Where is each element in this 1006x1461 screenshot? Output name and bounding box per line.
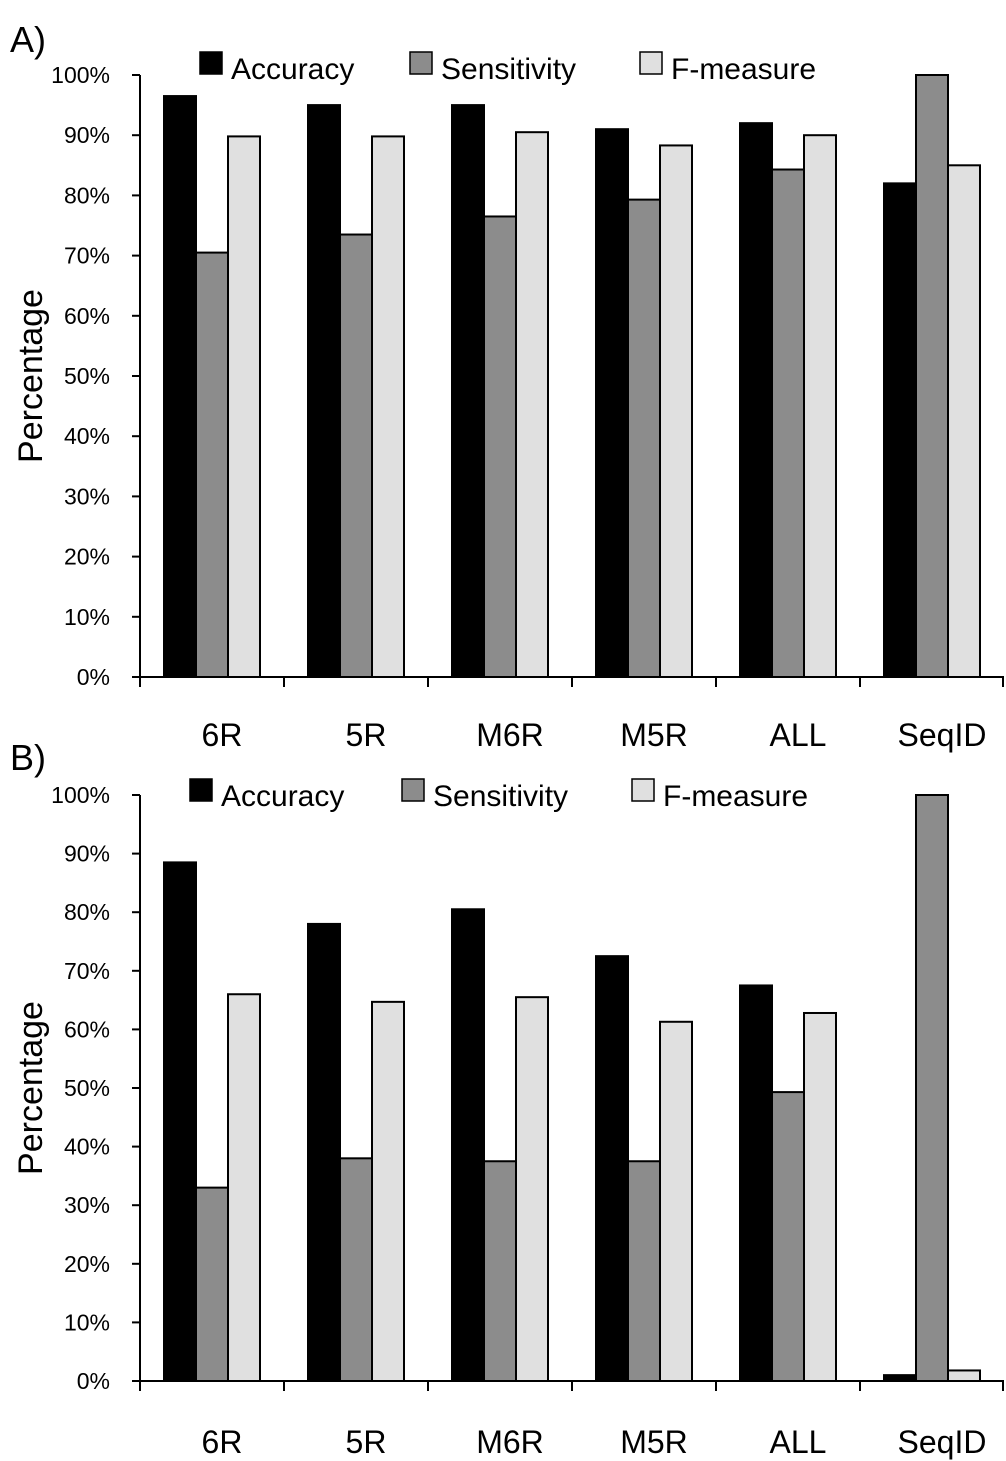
- legend-label: F-measure: [663, 780, 808, 813]
- legend-swatch: [409, 51, 433, 75]
- y-tick-label: 50%: [64, 1075, 110, 1101]
- bar-f-measure-5r: [371, 1000, 405, 1382]
- panel-label: A): [10, 19, 46, 60]
- bar-sensitivity-6r: [195, 1186, 229, 1382]
- bar-accuracy-6r: [163, 861, 197, 1382]
- bar-f-measure-5r: [371, 135, 405, 679]
- x-category-label: M6R: [476, 1424, 544, 1460]
- bar-sensitivity-5r: [339, 233, 373, 678]
- bar-accuracy-seqid: [883, 182, 917, 679]
- x-category-label: M6R: [476, 717, 544, 753]
- bar-accuracy-5r: [307, 104, 341, 679]
- y-tick-label: 60%: [64, 1016, 110, 1042]
- y-tick-label: 70%: [64, 958, 110, 984]
- y-tick-label: 20%: [64, 1251, 110, 1277]
- bar-sensitivity-6r: [195, 251, 229, 678]
- bar-sensitivity-m5r: [627, 198, 661, 678]
- bar-sensitivity-m6r: [483, 215, 517, 678]
- x-category-label: ALL: [770, 1424, 827, 1460]
- legend-label: Accuracy: [231, 53, 354, 86]
- y-tick-label: 0%: [77, 1368, 110, 1394]
- y-tick-label: 100%: [51, 62, 110, 88]
- legend-swatch: [199, 51, 223, 75]
- bar-f-measure-seqid: [947, 1369, 981, 1383]
- y-tick-label: 10%: [64, 1309, 110, 1335]
- legend-label: Sensitivity: [433, 780, 568, 813]
- x-category-label: SeqID: [898, 1424, 987, 1460]
- bar-accuracy-m6r: [451, 104, 485, 679]
- legend-swatch: [189, 778, 213, 802]
- y-tick-label: 50%: [64, 363, 110, 389]
- y-axis-title: Percentage: [12, 1001, 50, 1175]
- y-tick-label: 30%: [64, 483, 110, 509]
- y-tick-label: 40%: [64, 423, 110, 449]
- bar-f-measure-m6r: [515, 131, 549, 678]
- bar-f-measure-m5r: [659, 1020, 693, 1382]
- panel-b: B) Percentage 0% 10% 20% 30% 40% 50% 60% 70% 80% 90…: [10, 737, 1004, 1460]
- x-category-label: ALL: [770, 717, 827, 753]
- y-tick-label: 70%: [64, 243, 110, 269]
- legend-label: F-measure: [671, 53, 816, 86]
- y-tick-label: 90%: [64, 122, 110, 148]
- y-tick-label: 100%: [51, 782, 110, 808]
- bar-sensitivity-seqid: [915, 794, 949, 1382]
- bar-f-measure-m6r: [515, 996, 549, 1382]
- legend-swatch: [639, 51, 663, 75]
- x-category-label: M5R: [620, 717, 688, 753]
- bar-f-measure-seqid: [947, 164, 981, 679]
- bar-f-measure-all: [803, 134, 837, 678]
- x-category-label: 5R: [346, 717, 387, 753]
- y-tick-label: 60%: [64, 303, 110, 329]
- y-tick-label: 80%: [64, 899, 110, 925]
- y-tick-label: 90%: [64, 841, 110, 867]
- y-tick-label: 10%: [64, 604, 110, 630]
- legend-swatch: [631, 778, 655, 802]
- bar-accuracy-m6r: [451, 908, 485, 1383]
- y-tick-label: 20%: [64, 544, 110, 570]
- legend-label: Sensitivity: [441, 53, 576, 86]
- bar-sensitivity-m5r: [627, 1160, 661, 1382]
- bar-sensitivity-m6r: [483, 1160, 517, 1382]
- legend-label: Accuracy: [221, 780, 344, 813]
- bar-accuracy-all: [739, 122, 773, 679]
- y-tick-label: 30%: [64, 1192, 110, 1218]
- x-category-label: 5R: [346, 1424, 387, 1460]
- bar-sensitivity-seqid: [915, 74, 949, 678]
- y-tick-label: 80%: [64, 182, 110, 208]
- x-category-label: 6R: [202, 1424, 243, 1460]
- bar-sensitivity-all: [771, 1091, 805, 1383]
- y-tick-label: 0%: [77, 664, 110, 690]
- bar-f-measure-6r: [227, 993, 261, 1382]
- legend-swatch: [401, 778, 425, 802]
- x-category-label: SeqID: [898, 717, 987, 753]
- bar-accuracy-5r: [307, 922, 341, 1382]
- panel-label: B): [10, 737, 46, 778]
- bar-accuracy-6r: [163, 95, 197, 678]
- bar-accuracy-m5r: [595, 128, 629, 678]
- y-tick-label: 40%: [64, 1134, 110, 1160]
- bar-f-measure-6r: [227, 135, 261, 679]
- bar-f-measure-m5r: [659, 144, 693, 678]
- bar-f-measure-all: [803, 1011, 837, 1382]
- x-category-label: 6R: [202, 717, 243, 753]
- bar-accuracy-all: [739, 984, 773, 1382]
- y-axis-title: Percentage: [12, 289, 50, 463]
- bar-sensitivity-5r: [339, 1157, 373, 1382]
- panel-a: A) Percentage 0% 10% 20% 30% 40% 50% 60% 70% 80% 90…: [10, 19, 1004, 753]
- bar-accuracy-seqid: [883, 1374, 917, 1383]
- bar-accuracy-m5r: [595, 955, 629, 1383]
- bar-sensitivity-all: [771, 168, 805, 678]
- x-category-label: M5R: [620, 1424, 688, 1460]
